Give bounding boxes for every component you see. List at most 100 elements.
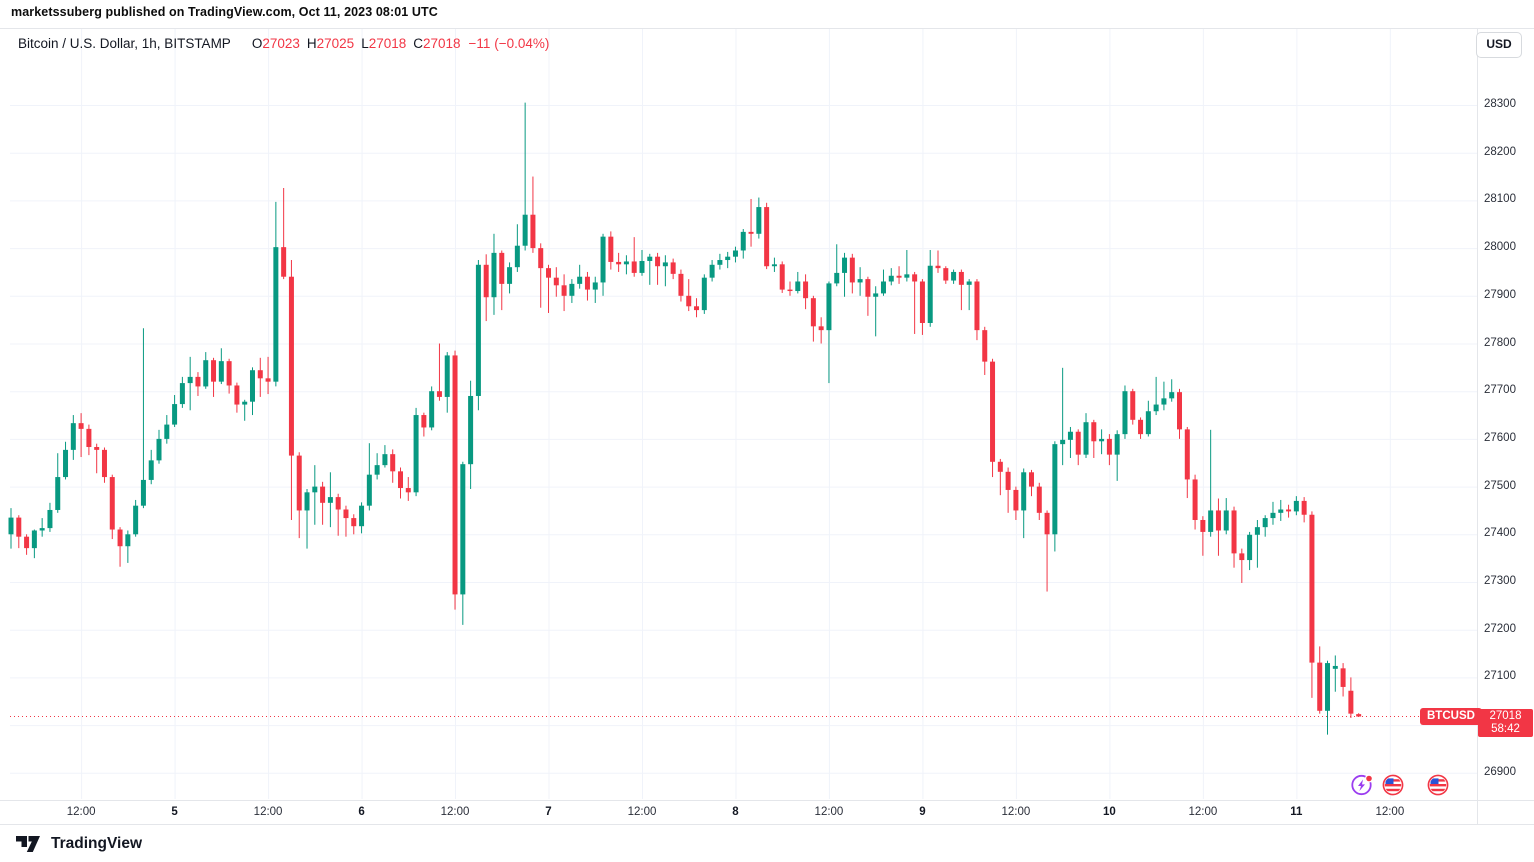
candle-38 (304, 488, 310, 549)
candle-121 (951, 269, 957, 284)
candle-25 (203, 352, 209, 389)
candle-41 (327, 472, 333, 528)
candle-2 (24, 534, 30, 555)
candle-85 (670, 258, 676, 280)
candle-21 (172, 395, 178, 427)
candle-172 (1348, 677, 1354, 718)
candle-16 (133, 499, 139, 537)
candle-5 (47, 502, 53, 532)
candle-141 (1106, 434, 1112, 466)
candle-104 (818, 317, 824, 344)
candle-154 (1208, 429, 1214, 537)
time-scale-label: 6 (358, 806, 365, 818)
symbol-title[interactable]: Bitcoin / U.S. Dollar, 1h, BITSTAMP (18, 36, 231, 51)
candle-152 (1192, 474, 1198, 530)
candle-19 (156, 429, 162, 464)
price-scale-label: 28200 (1484, 145, 1516, 158)
candle-119 (935, 250, 941, 273)
candle-142 (1114, 430, 1120, 481)
candle-35 (281, 187, 287, 280)
candle-162 (1270, 501, 1276, 525)
candle-76 (600, 233, 606, 296)
candle-9 (78, 413, 84, 458)
candle-83 (655, 252, 661, 285)
candle-12 (101, 447, 107, 483)
candle-126 (990, 358, 996, 478)
candle-150 (1177, 388, 1182, 439)
candle-72 (569, 279, 575, 303)
candle-161 (1262, 515, 1268, 537)
candle-44 (351, 514, 357, 535)
candle-98 (771, 257, 777, 272)
candle-36 (288, 260, 294, 520)
candle-71 (561, 274, 567, 312)
candle-51 (405, 477, 411, 501)
price-scale-label: 28300 (1484, 98, 1516, 110)
candle-30 (242, 399, 248, 421)
tradingview-logo[interactable]: TradingView (16, 835, 142, 853)
candle-94 (740, 229, 746, 259)
price-scale-label: 26900 (1484, 765, 1516, 778)
candle-164 (1286, 504, 1292, 518)
candle-6 (55, 453, 61, 513)
last-price-value: 27018 (1489, 709, 1522, 722)
candle-117 (919, 279, 925, 335)
time-scale-label: 12:00 (1375, 806, 1405, 818)
low-label: L (361, 36, 369, 51)
candle-145 (1138, 417, 1144, 439)
candle-15 (125, 530, 131, 563)
candle-69 (546, 264, 552, 313)
symbol-price-tag: BTCUSD (1420, 707, 1482, 725)
candle-91 (717, 253, 723, 270)
candle-169 (1325, 660, 1331, 735)
candle-31 (249, 367, 255, 416)
candle-62 (491, 233, 497, 315)
candle-11 (94, 443, 100, 474)
price-scale-label: 27400 (1484, 527, 1516, 540)
tradingview-logo-text: TradingView (51, 835, 143, 852)
candle-45 (359, 502, 365, 534)
candle-4 (39, 518, 45, 537)
candle-65 (514, 224, 520, 272)
candle-146 (1145, 400, 1151, 437)
candles-layer (8, 102, 1362, 735)
currency-toggle-button[interactable]: USD (1476, 32, 1522, 58)
close-label: C (413, 36, 423, 51)
price-scale-label: 27900 (1484, 288, 1516, 301)
candle-77 (608, 231, 614, 270)
candle-125 (982, 326, 988, 375)
time-scale-label: 8 (732, 806, 739, 818)
economic-events-lightning-icon[interactable] (1350, 773, 1374, 797)
us-flag-event-icon[interactable] (1382, 774, 1404, 796)
price-scale-label: 27800 (1484, 336, 1516, 349)
candle-155 (1215, 498, 1221, 556)
candle-57 (452, 350, 458, 610)
candle-93 (732, 246, 738, 263)
candle-55 (436, 343, 442, 401)
candle-106 (834, 244, 840, 287)
candle-7 (63, 441, 69, 480)
candle-64 (507, 262, 513, 294)
candle-39 (312, 465, 318, 525)
time-scale-label: 5 (171, 806, 178, 818)
candle-144 (1130, 388, 1136, 425)
candle-34 (273, 201, 279, 387)
candle-90 (709, 260, 715, 282)
candle-156 (1223, 498, 1229, 535)
low-value: 27018 (368, 36, 407, 51)
time-scale-label: 12:00 (627, 806, 657, 818)
candle-53 (421, 412, 427, 437)
candle-18 (148, 449, 154, 485)
candle-79 (623, 255, 629, 275)
candle-49 (390, 449, 396, 483)
us-flag-event-icon[interactable] (1427, 774, 1449, 796)
candle-130 (1021, 468, 1027, 539)
header-divider (0, 28, 1534, 29)
candle-14 (117, 527, 123, 567)
candle-29 (234, 382, 240, 413)
candle-132 (1036, 482, 1042, 520)
price-scale-label: 28000 (1484, 241, 1516, 254)
candle-163 (1278, 499, 1284, 521)
candle-37 (296, 452, 302, 539)
